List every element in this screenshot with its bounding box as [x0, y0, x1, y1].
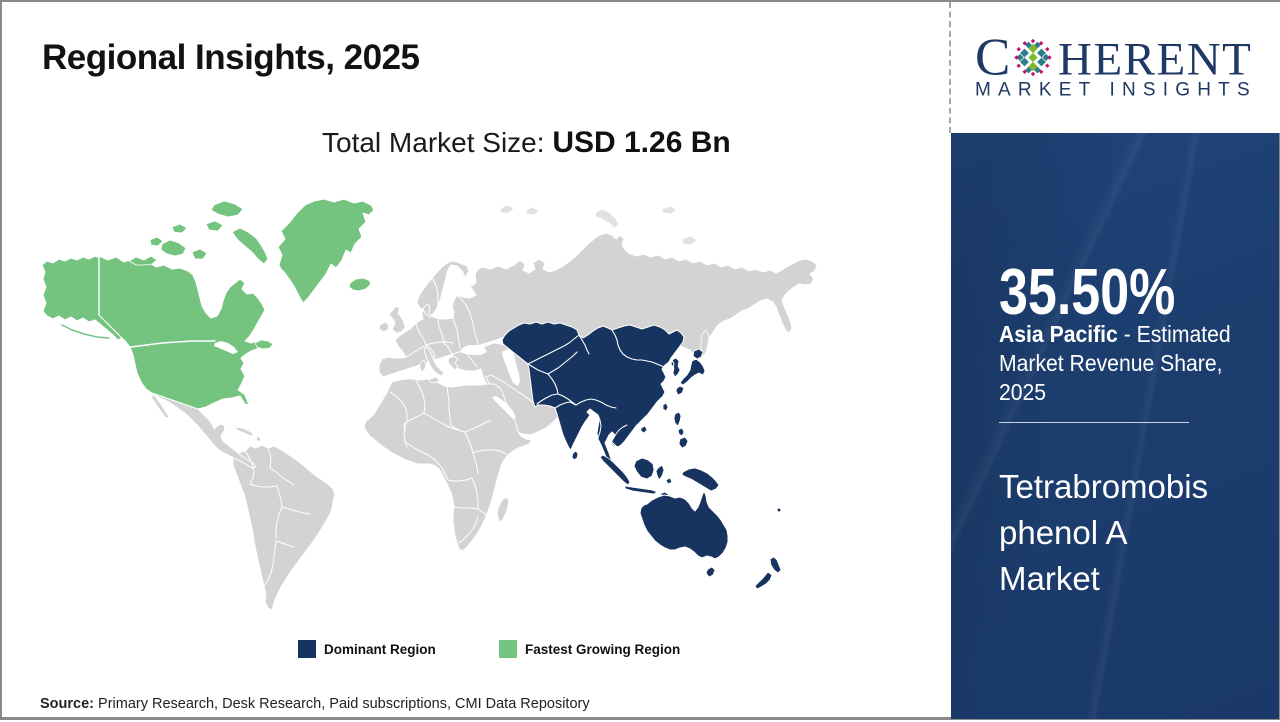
- svg-text:MARKET INSIGHTS: MARKET INSIGHTS: [975, 80, 1257, 101]
- svg-text:C: C: [975, 29, 1010, 87]
- svg-text:HERENT: HERENT: [1058, 34, 1252, 86]
